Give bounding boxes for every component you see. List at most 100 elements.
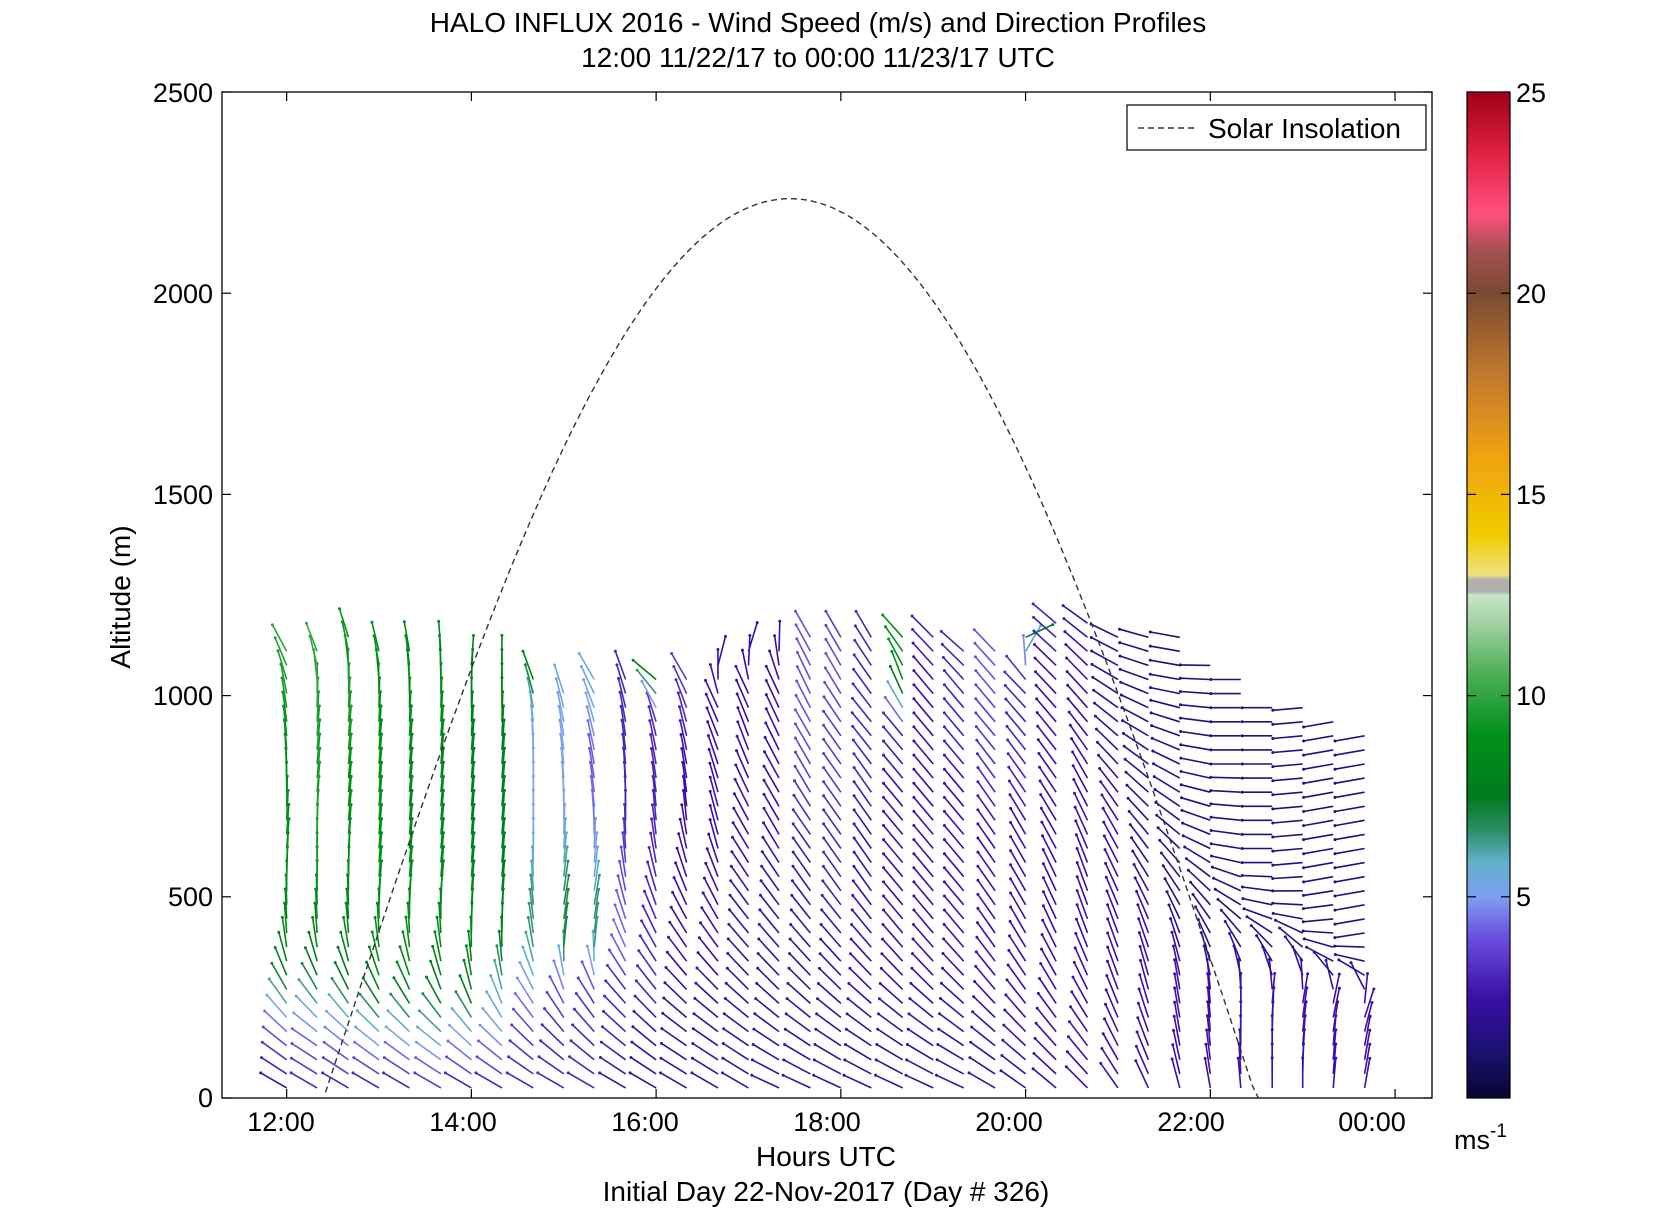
wind-arrow [347,804,352,835]
wind-arrow-head [730,850,734,854]
wind-arrow-head [792,793,796,797]
wind-arrow-head [507,1055,511,1059]
wind-arrow [559,720,565,751]
wind-arrow-head [708,818,712,822]
wind-arrow-head [1127,809,1131,813]
wind-arrow [1180,744,1211,751]
wind-arrow-head [907,1012,911,1016]
wind-arrow-head [820,893,824,897]
wind-arrow-head [276,649,280,653]
colorbar: 5 10 15 20 25 ms-1 [1454,78,1546,1155]
wind-arrow-head [976,864,980,868]
wind-arrow-head [1106,931,1110,935]
wind-arrow [974,980,996,1004]
wind-arrow [563,917,568,948]
wind-arrow [1228,933,1242,962]
wind-arrow [882,768,904,793]
wind-arrow-head [882,880,885,884]
wind-arrow-head [942,711,946,715]
wind-arrow-head [1179,770,1183,773]
wind-arrow-head [1105,974,1109,978]
wind-arrow [1272,819,1303,824]
wind-arrow-head [1075,875,1079,879]
wind-arrow-head [676,691,680,695]
wind-arrow [621,734,627,765]
wind-arrow [274,637,288,666]
wind-arrow [1332,1043,1337,1074]
wind-arrow [660,1057,688,1075]
wind-arrow-head [1033,643,1036,646]
wind-arrow-head [1073,946,1077,950]
wind-arrow-head [938,1012,942,1016]
chart-title: HALO INFLUX 2016 - Wind Speed (m/s) and … [430,7,1207,38]
wind-arrow [784,1043,811,1061]
wind-arrow [322,1056,349,1075]
wind-arrow [976,753,996,779]
wind-arrow [1185,857,1211,878]
wind-arrow [975,951,996,976]
wind-arrow-head [669,905,673,909]
wind-arrow-head [942,937,946,941]
wind-arrow [852,668,872,695]
wind-arrow [501,790,506,821]
wind-arrow-head [395,960,399,964]
wind-arrow-head [850,711,854,715]
wind-arrow-head [1090,649,1094,653]
wind-arrow [1066,1051,1089,1075]
wind-arrow-head [975,738,979,742]
wind-arrow [696,967,719,990]
wind-arrow-head [415,1025,419,1029]
wind-arrow-head [691,1027,695,1031]
wind-arrow-head [1302,781,1306,785]
wind-arrow-head [936,1043,940,1046]
wind-arrow [291,1028,318,1047]
wind-arrow [567,1072,595,1089]
wind-arrow-head [580,960,584,964]
wind-arrow [760,880,780,906]
wind-arrow-head [1095,740,1099,744]
wind-arrow-head [975,752,979,756]
wind-arrow-head [1021,634,1025,637]
wind-arrow-head [1009,877,1013,881]
wind-arrow-head [789,923,793,926]
wind-arrow [1211,855,1241,864]
wind-arrow [1363,1030,1371,1060]
wind-arrow [763,808,780,835]
wind-arrow-head [587,733,591,736]
wind-arrow [818,967,842,990]
wind-arrow [602,1010,627,1033]
wind-arrow [522,651,535,680]
wind-arrow-head [940,642,944,646]
wind-arrow-head [1065,1050,1069,1054]
wind-arrow-head [721,1071,724,1075]
wind-arrow [408,790,413,821]
wind-arrow [943,726,965,751]
wind-arrow [526,678,535,708]
wind-arrow [408,705,413,736]
wind-arrow-head [582,678,586,682]
wind-arrow [617,678,627,708]
wind-arrow-head [911,952,914,956]
wind-arrow-head [794,623,798,627]
wind-arrow [282,691,288,722]
y-tick-label: 500 [168,882,213,912]
wind-arrow [559,734,565,765]
wind-arrow-head [793,750,797,754]
wind-arrow-head [1179,743,1183,747]
wind-arrow-head [1075,861,1079,865]
wind-arrow-head [941,655,945,659]
wind-arrow-head [1191,893,1195,896]
wind-arrow-head [748,634,752,637]
x-tick-label: 12:00 [247,1107,315,1137]
wind-arrow-head [321,1071,325,1075]
wind-arrow [1210,803,1241,808]
wind-arrow [1272,833,1303,838]
wind-arrow [1042,905,1057,934]
wind-arrow-head [1151,749,1155,753]
wind-arrow [796,666,812,694]
wind-arrow [824,667,842,695]
wind-arrow-head [647,846,651,849]
wind-arrow [470,846,475,877]
wind-arrow [1090,636,1119,653]
wind-arrow-head [342,916,346,919]
